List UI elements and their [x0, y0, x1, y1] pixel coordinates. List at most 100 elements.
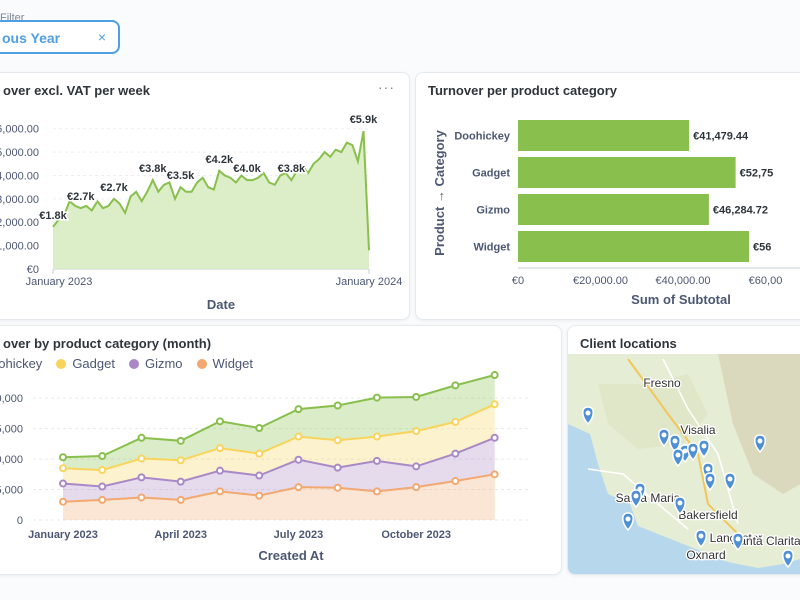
data-point: [59, 479, 67, 488]
data-point: [98, 495, 107, 504]
client-locations-card[interactable]: Client locations Fresno Visalia Bakersfiel…: [567, 325, 800, 575]
category-bar-chart: Doohickey €41,479.44 Gadget €52,75 Gizmo €46,…: [432, 120, 800, 307]
y-tick-label: 4,000.00: [0, 170, 39, 182]
data-point: [255, 471, 264, 480]
pin-center: [625, 516, 631, 522]
data-point: [372, 393, 381, 402]
data-point: [176, 477, 185, 486]
legend-dot: [196, 359, 207, 369]
data-label: €3.8k: [139, 163, 167, 175]
data-point: [215, 444, 224, 453]
area-band: [63, 375, 495, 471]
category-turnover-card[interactable]: Turnover per product category Doohickey €…: [415, 72, 800, 320]
x-tick-label: October 2023: [381, 529, 451, 541]
data-point: [255, 449, 264, 458]
data-point: [333, 483, 342, 492]
weekly-turnover-card[interactable]: over excl. VAT per week ··· €0 1,000.00 2,…: [0, 72, 410, 320]
card-title: Turnover per product category: [428, 83, 618, 98]
highway: [627, 358, 749, 545]
data-point: [215, 417, 224, 426]
x-tick-label: April 2023: [154, 529, 207, 541]
legend-dot: [56, 359, 67, 369]
data-point: [490, 400, 499, 409]
y-tick-label: €0: [27, 264, 39, 276]
legend-item[interactable]: Gizmo: [128, 356, 183, 371]
data-point: [490, 433, 499, 442]
date-filter[interactable]: ous Year ×: [0, 20, 120, 54]
series-line: [62, 374, 495, 459]
road: [662, 358, 739, 525]
legend-item[interactable]: Widget: [196, 356, 253, 371]
clear-filter-icon[interactable]: ×: [97, 29, 106, 45]
data-point: [451, 417, 460, 426]
data-point: [255, 424, 264, 433]
y-tick-label: 15,000: [0, 424, 23, 436]
bar-value-label: €56: [753, 242, 771, 254]
pin-center: [727, 476, 733, 482]
x-tick-label: January 2023: [28, 529, 98, 541]
x-axis-label: Created At: [258, 548, 324, 563]
y-tick-label: 0: [17, 515, 23, 527]
data-point: [176, 456, 185, 465]
category-label: Widget: [473, 242, 510, 254]
data-point: [294, 483, 303, 492]
pin-center: [707, 476, 713, 482]
bar: [518, 194, 709, 225]
data-point: [412, 462, 421, 471]
data-point: [294, 455, 303, 464]
data-point: [372, 487, 381, 496]
monthly-stacked-chart: 0 5,000 10,000 15,000 20,000 January 2023 Apri…: [0, 371, 531, 563]
pin-center: [677, 500, 683, 506]
data-point: [412, 483, 421, 492]
ocean: [568, 424, 800, 574]
y-tick-label: 5,000.00: [0, 147, 39, 159]
data-point: [412, 427, 421, 436]
data-point: [412, 392, 421, 401]
y-axis-label: Product → Category: [432, 129, 447, 255]
data-point: [333, 401, 342, 410]
chart-legend: oohickey Gadget Gizmo Widget: [0, 356, 267, 371]
y-tick-label: 10,000: [0, 454, 23, 466]
category-label: Doohickey: [454, 131, 511, 143]
series-line: [62, 403, 496, 472]
x-tick-label: January 2024: [336, 276, 403, 288]
x-tick-label: €0: [512, 275, 524, 287]
bar: [518, 120, 690, 151]
data-point: [333, 436, 342, 445]
x-tick-label: July 2023: [274, 529, 324, 541]
pin-center: [705, 466, 711, 472]
data-point: [490, 470, 499, 479]
card-menu-icon[interactable]: ···: [378, 79, 395, 95]
pin-center: [701, 443, 707, 449]
data-point: [98, 482, 107, 491]
y-tick-label: 3,000.00: [0, 194, 39, 206]
bar-value-label: €41,479.44: [693, 131, 749, 143]
data-point: [215, 466, 224, 475]
x-axis-label: Date: [207, 297, 235, 312]
data-point: [451, 449, 460, 458]
data-point: [59, 464, 67, 473]
monthly-category-card[interactable]: over by product category (month) oohicke…: [0, 325, 562, 575]
data-label: €2.7k: [67, 191, 95, 203]
category-label: Gadget: [472, 168, 510, 180]
data-point: [137, 454, 146, 463]
bar: [518, 231, 749, 262]
bar-value-label: €52,75: [740, 168, 774, 180]
pin-center: [735, 536, 741, 542]
card-title: over by product category (month): [3, 336, 212, 351]
legend-item[interactable]: oohickey: [0, 356, 42, 371]
x-tick-label: January 2023: [26, 276, 93, 288]
legend-label: Gizmo: [144, 356, 183, 371]
y-tick-label: 5,000: [0, 485, 23, 497]
data-point: [137, 473, 146, 482]
pin-center: [633, 493, 639, 499]
data-point: [176, 495, 185, 504]
data-point: [294, 405, 303, 414]
data-label: €1.8k: [39, 210, 67, 222]
pin-center: [698, 533, 704, 539]
data-point: [451, 381, 460, 390]
bar-value-label: €46,284.72: [713, 205, 768, 217]
legend-item[interactable]: Gadget: [56, 356, 115, 371]
data-point: [372, 432, 381, 441]
